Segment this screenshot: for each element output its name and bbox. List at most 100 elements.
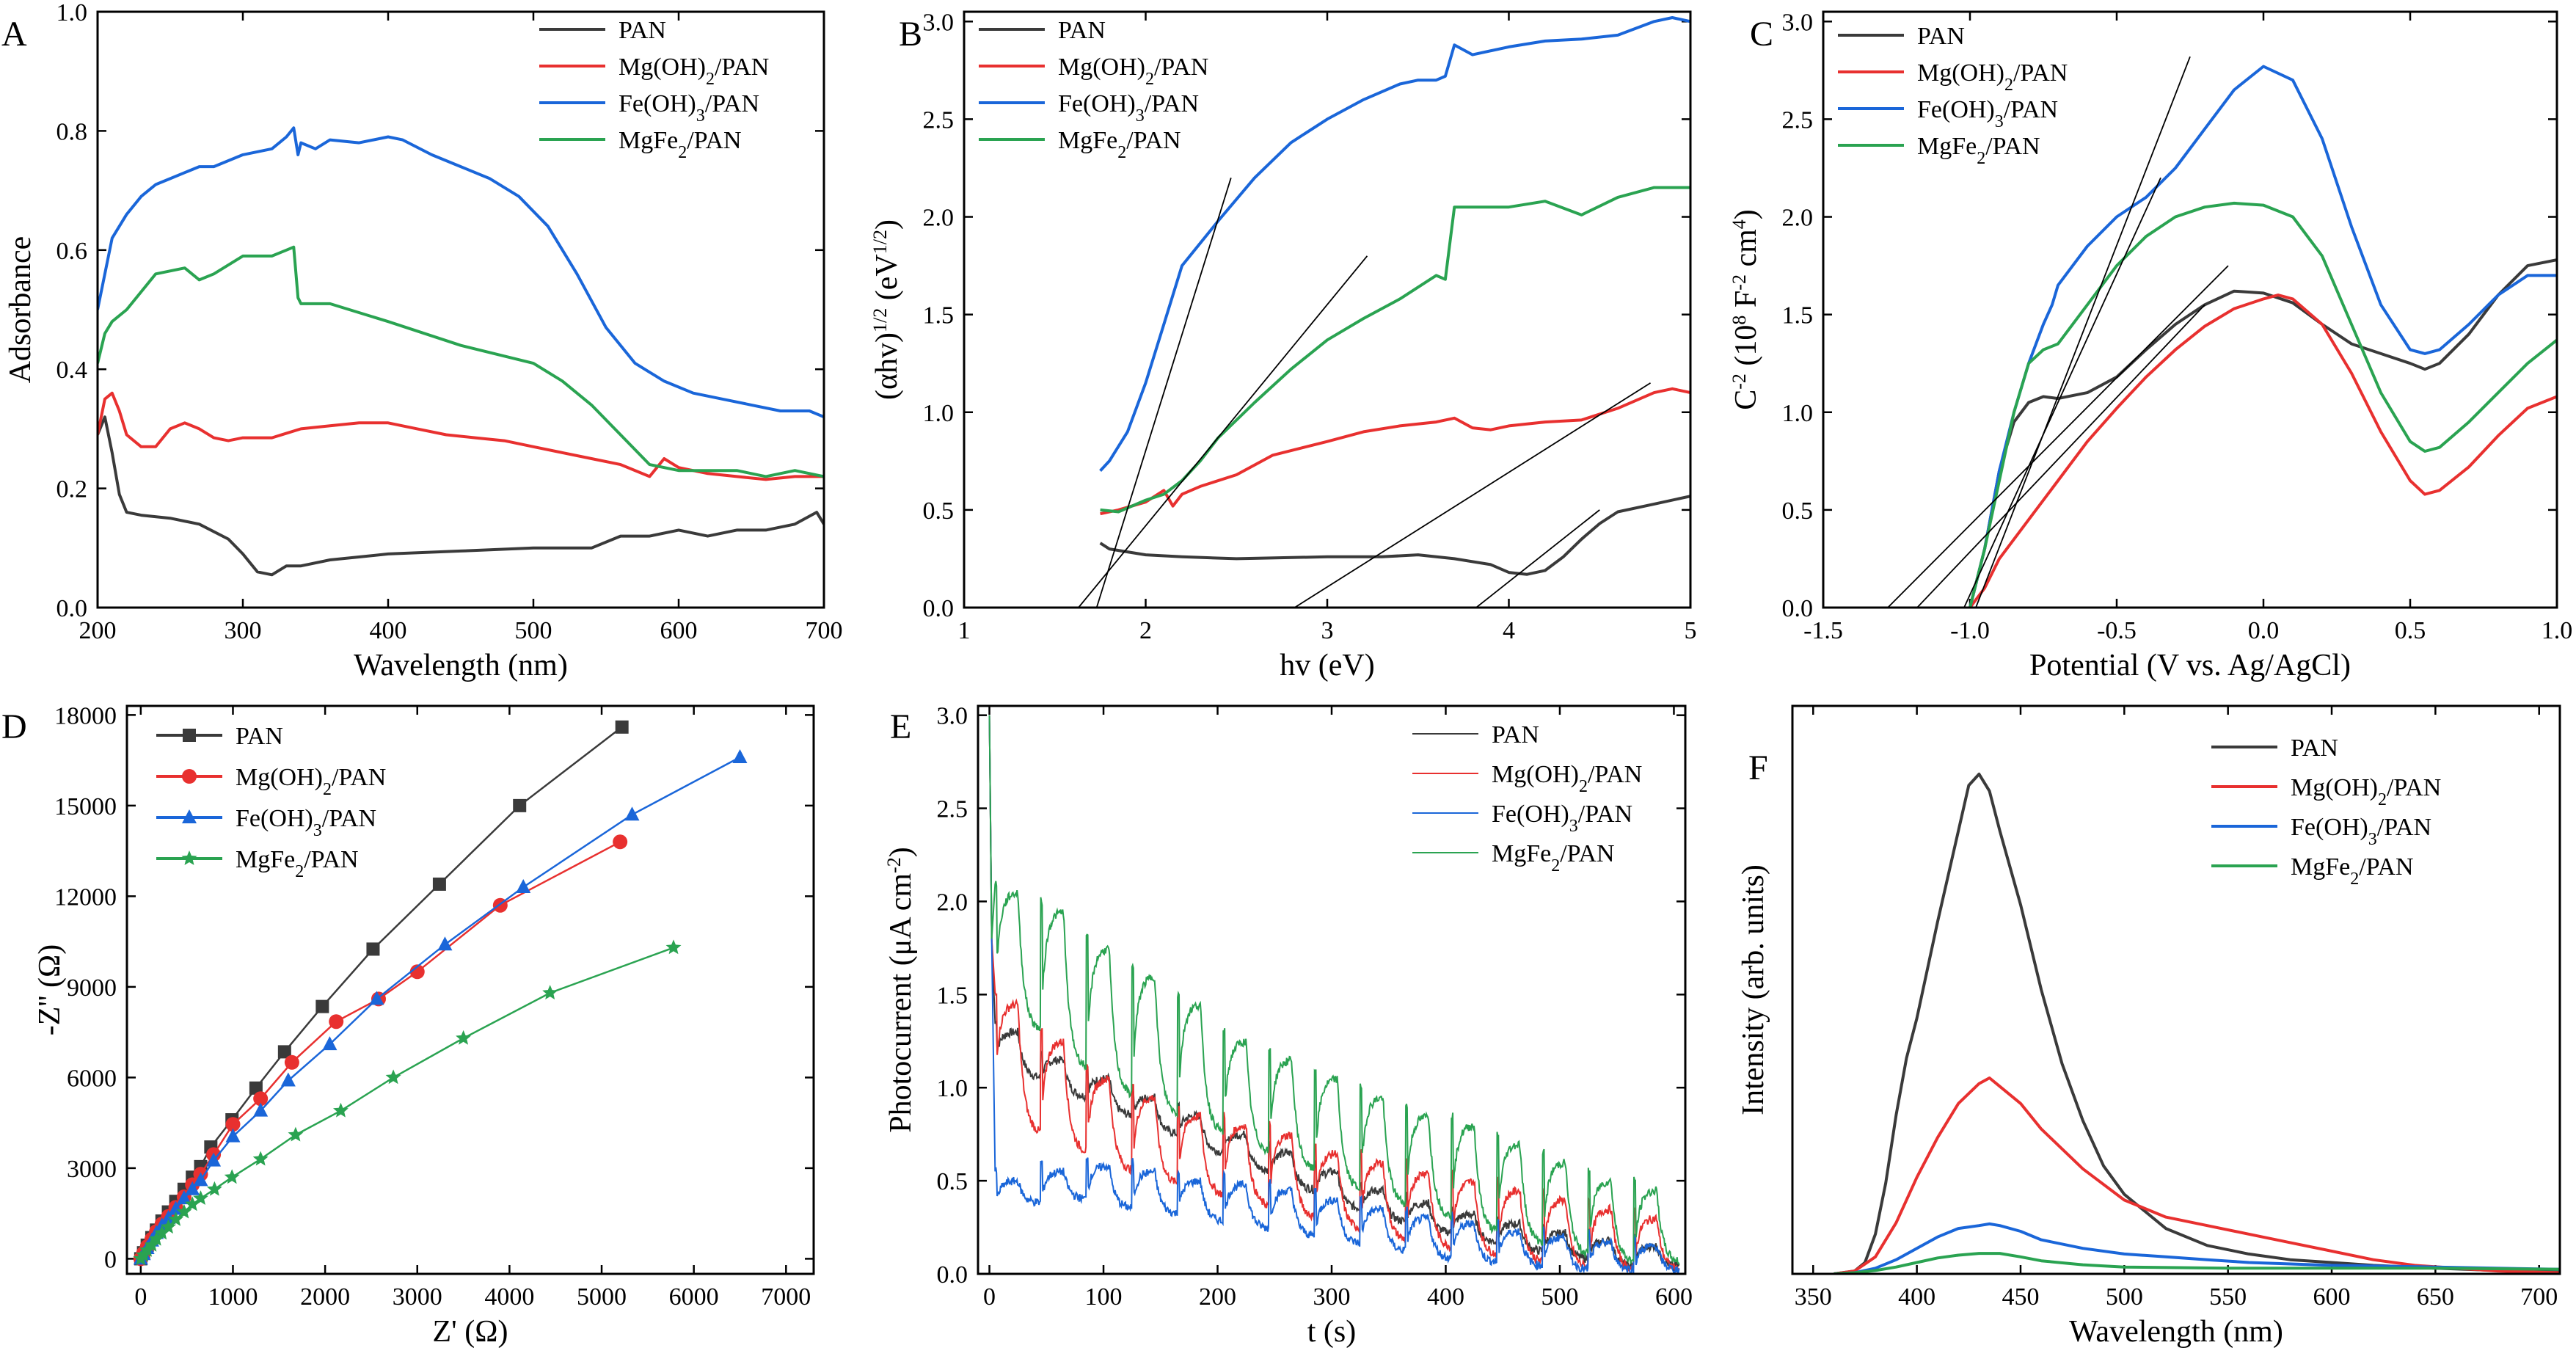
panel-letter-c: C: [1750, 15, 1773, 54]
plot-frame: [1791, 704, 2561, 1275]
data-point-fe: [185, 1181, 200, 1195]
plot-frame: [1822, 10, 2558, 609]
data-point-pan: [249, 1081, 263, 1095]
panel-f: F 350 400 450 500 550 600 650 700 Wavelength (nm)…: [1737, 704, 2561, 1349]
y-tick-label: 0.5: [1782, 498, 1814, 525]
axes: 0 1000 2000 3000 4000 5000 6000 7000 0 3000 6000 90…: [54, 702, 814, 1311]
x-tick-label: 550: [2209, 1283, 2247, 1311]
x-tick-label: 600: [2313, 1283, 2351, 1311]
panel-b: B 1 2 3 4 5 0.0 0.5 1.0 1.5 2.0 2.5 3.0 hv (eV) (αhv)1…: [869, 9, 1697, 682]
data-point-fe: [225, 1128, 241, 1143]
data-point-mgfe: [148, 1231, 164, 1246]
y-axis-title: (αhv)1/2 (eV1/2): [869, 219, 905, 400]
data-point-mgfe: [139, 1242, 156, 1257]
data-point-mg: [409, 964, 425, 980]
legend-label-mg: Mg(OH)2/PAN: [1917, 59, 2068, 95]
legend-marker-pan: [183, 729, 196, 742]
y-axis-title: C-2 (108 F-2 cm4): [1729, 209, 1764, 410]
series-line-mg: [1100, 387, 1690, 516]
x-tick-label: 1.0: [2542, 617, 2573, 644]
y-axis-title: Photocurrent (μA cm-2): [883, 847, 919, 1132]
x-tick-label: 300: [1313, 1283, 1351, 1311]
y-tick-label: 0.0: [923, 595, 955, 622]
series-line-mg: [1834, 1076, 2560, 1274]
data-point-mgfe: [206, 1181, 222, 1196]
x-tick-label: -1.0: [1950, 617, 1990, 644]
series-line-pan: [1099, 495, 1690, 576]
y-axis-title: Adsorbance: [4, 236, 37, 384]
x-tick-label: 7000: [761, 1283, 811, 1311]
x-tick-label: 1000: [208, 1283, 258, 1311]
series-line-fe: [988, 715, 1680, 1274]
data-point-mgfe: [224, 1169, 240, 1184]
series-line-mgfe: [988, 715, 1680, 1265]
data-point-fe: [176, 1190, 191, 1205]
x-axis-title: t (s): [1307, 1315, 1357, 1349]
x-tick-label: 500: [2106, 1283, 2143, 1311]
axes: -1.5 -1.0 -0.5 0.0 0.5 1.0 0.0 0.5 1.0 1.5 2.0 2.5 3…: [1782, 9, 2573, 644]
x-tick-label: 3000: [393, 1283, 442, 1311]
data-point-mgfe: [385, 1069, 401, 1085]
series-line-mg: [98, 391, 824, 481]
data-point-mg: [613, 834, 628, 850]
series-line-mgfe: [98, 245, 824, 478]
plot-area: [988, 715, 1680, 1274]
legend-label-mg: Mg(OH)2/PAN: [2291, 774, 2441, 809]
data-point-pan: [615, 720, 629, 734]
x-tick-label: 5: [1685, 617, 1697, 644]
data-point-fe: [369, 991, 384, 1005]
y-tick-label: 1.0: [923, 400, 955, 427]
y-tick-label: 1.0: [937, 1075, 968, 1102]
x-tick-label: 400: [1427, 1283, 1464, 1311]
plot-area: [98, 126, 824, 577]
x-tick-label: 4: [1503, 617, 1515, 644]
legend-label-fe: Fe(OH)3/PAN: [1492, 801, 1632, 836]
y-tick-label: 6000: [67, 1065, 117, 1092]
x-tick-label: 400: [370, 617, 407, 644]
data-point-pan: [277, 1045, 291, 1059]
axes: 1 2 3 4 5 0.0 0.5 1.0 1.5 2.0 2.5 3.0: [923, 9, 1697, 644]
series-line-fe: [139, 756, 741, 1260]
y-tick-label: 2.5: [1782, 106, 1814, 134]
data-point-fe: [437, 936, 453, 951]
panel-letter-d: D: [1, 707, 27, 746]
y-tick-label: 1.5: [1782, 302, 1814, 329]
data-point-mgfe: [161, 1219, 176, 1234]
series-line-fe: [1099, 16, 1690, 472]
legend-label-fe: Fe(OH)3/PAN: [619, 90, 759, 125]
legend-label-pan: PAN: [619, 17, 666, 44]
y-tick-label: 3.0: [937, 703, 968, 730]
legend-label-pan: PAN: [1058, 17, 1106, 44]
legend-marker-mgfe: [181, 850, 197, 865]
legend-label-pan: PAN: [2291, 735, 2338, 762]
x-axis-title: Wavelength (nm): [354, 649, 568, 682]
series-line-mgfe: [1834, 1252, 2560, 1274]
legend-label-mgfe: MgFe2/PAN: [2291, 853, 2414, 889]
plot-area: [133, 720, 748, 1267]
x-axis-title: Potential (V vs. Ag/AgCl): [2029, 649, 2351, 682]
y-tick-label: 2.0: [937, 889, 968, 916]
x-tick-label: 200: [1199, 1283, 1236, 1311]
plot-frame: [977, 704, 1687, 1275]
x-tick-label: 700: [2520, 1283, 2558, 1311]
data-point-mgfe: [288, 1126, 304, 1142]
y-tick-label: 18000: [54, 702, 117, 729]
y-tick-label: 12000: [54, 883, 117, 911]
x-tick-label: 100: [1085, 1283, 1123, 1311]
y-tick-label: 2.0: [923, 205, 955, 232]
series-line-pan: [1834, 772, 2560, 1274]
panel-letter-b: B: [899, 15, 922, 54]
plot-area: [1834, 772, 2560, 1274]
series-line-pan: [1969, 258, 2557, 608]
y-tick-label: 1.0: [1782, 400, 1814, 427]
panel-a: A 200 300 400 500 600 700 0.0 0.2 0.4 0.6 0.8 1.0 Wav…: [1, 0, 843, 682]
plot-frame: [96, 10, 825, 609]
y-tick-label: 1.0: [56, 0, 88, 26]
y-tick-label: 9000: [67, 974, 117, 1002]
y-axis-title: Intensity (arb. units): [1737, 864, 1770, 1115]
data-point-mgfe: [154, 1225, 170, 1240]
y-tick-label: 0.8: [56, 118, 88, 145]
data-point-pan: [513, 798, 527, 812]
data-point-mg: [253, 1091, 269, 1107]
series-line-mg: [139, 841, 621, 1259]
